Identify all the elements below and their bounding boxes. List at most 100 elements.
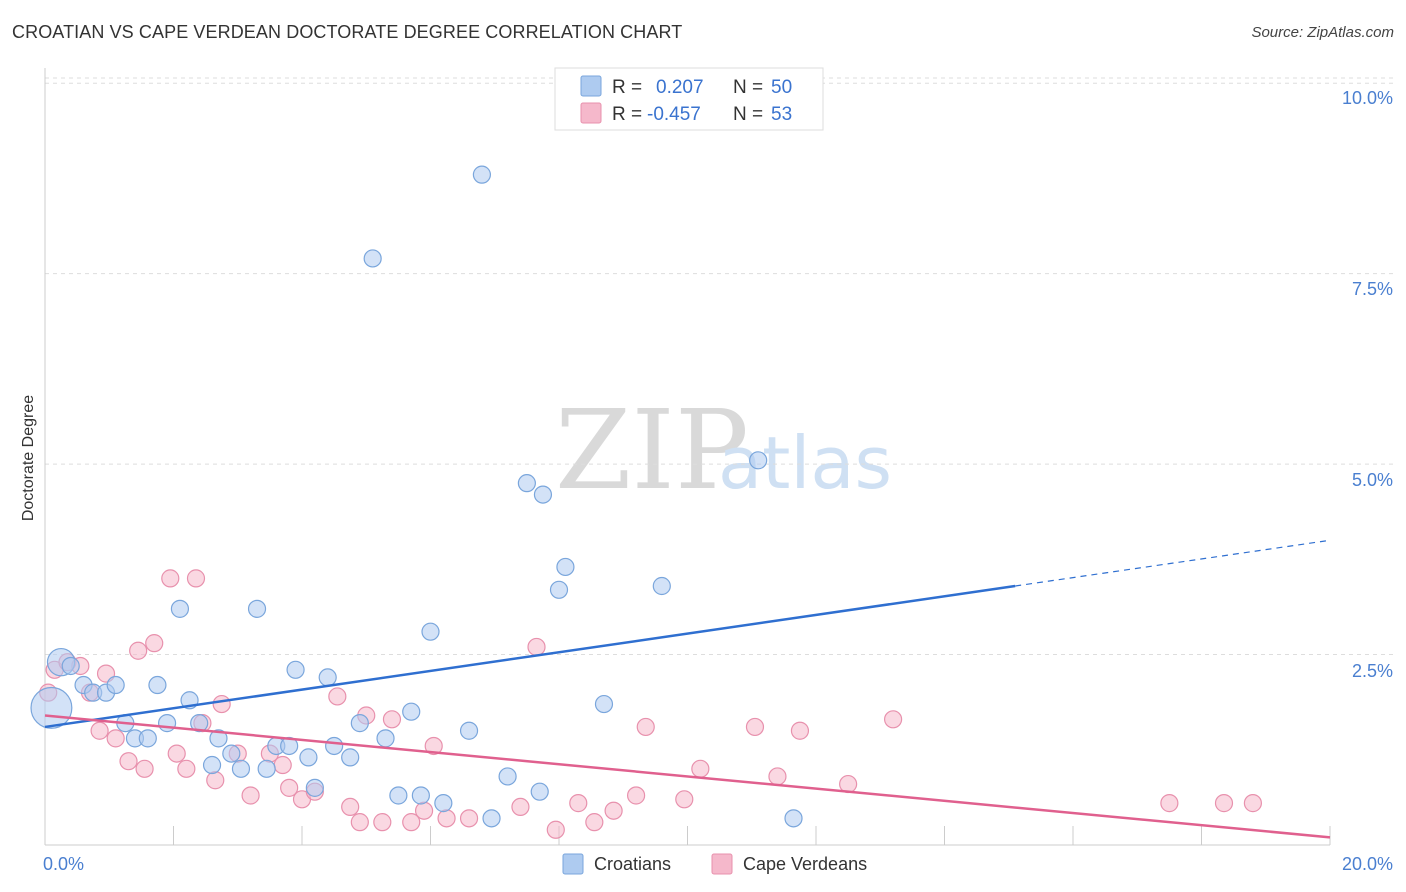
grid-lines: [45, 77, 1393, 656]
cape-verdean-point-28: [350, 813, 369, 832]
croatian-point-6: [106, 675, 125, 695]
croatian-point-38: [472, 165, 491, 184]
cape-verdean-point-26: [328, 687, 347, 706]
x-tick-label-0: 0.0%: [43, 854, 84, 874]
cape-verdean-point-20: [241, 786, 260, 805]
cape-verdean-point-43: [626, 786, 646, 805]
cape-verdean-point-37: [511, 797, 530, 817]
croatian-point-10: [148, 675, 167, 695]
cape-verdean-point-9: [129, 641, 148, 660]
croatian-point-47: [652, 576, 671, 596]
cape-verdean-point-34: [424, 736, 443, 756]
croatian-point-37: [459, 721, 479, 740]
chart-title: CROATIAN VS CAPE VERDEAN DOCTORATE DEGRE…: [12, 22, 683, 42]
legend-swatch-cape-verdeans: [580, 102, 602, 124]
croatian-point-16: [209, 729, 228, 748]
croatian-point-30: [363, 249, 382, 268]
cape-verdean-point-11: [145, 634, 164, 653]
cape-verdean-point-8: [119, 752, 138, 771]
cape-verdean-point-22: [273, 755, 292, 775]
croatian-point-27: [325, 736, 344, 756]
y-tick-label-2-5: 2.5%: [1352, 661, 1393, 681]
croatian-point-19: [247, 599, 267, 618]
cape-verdean-point-40: [569, 794, 588, 813]
cape-verdean-point-33: [414, 801, 434, 820]
cape-verdean-point-48: [768, 767, 787, 786]
legend-r-value-cape-verdeans: -0.457: [647, 104, 701, 125]
croatian-point-44: [549, 580, 569, 599]
watermark-zip: ZIP: [555, 386, 749, 514]
legend-n-label-cape-verdeans: N =: [733, 104, 763, 125]
cape-verdean-point-51: [883, 710, 903, 729]
croatian-point-42: [530, 782, 549, 801]
cape-verdean-point-15: [186, 569, 206, 588]
cape-verdean-points: [39, 569, 1263, 839]
croatian-point-29: [350, 714, 369, 733]
bottom-legend-label-cape-verdeans: Cape Verdeans: [743, 854, 867, 874]
croatian-point-31: [376, 729, 395, 748]
croatian-point-18: [231, 759, 251, 778]
series-legend: Croatians Cape Verdeans: [562, 853, 867, 875]
croatian-points: [30, 165, 803, 828]
croatian-point-23: [286, 660, 305, 679]
cape-verdean-point-7: [106, 729, 125, 748]
cape-verdean-point-10: [135, 759, 154, 778]
croatian-point-12: [170, 599, 190, 618]
cape-verdean-point-27: [341, 797, 360, 817]
cape-verdean-point-23: [280, 778, 299, 797]
x-tick-label-20: 20.0%: [1342, 854, 1393, 874]
legend-r-label-cape-verdeans: R =: [612, 104, 642, 125]
y-tick-label-10: 10.0%: [1342, 88, 1393, 108]
trend-lines: [44, 539, 1331, 839]
croatian-point-45: [556, 557, 575, 577]
cape-verdean-point-14: [177, 759, 196, 778]
x-axis-tick-marks: [173, 826, 1331, 845]
cape-verdean-point-13: [167, 744, 186, 763]
cape-verdean-point-35: [437, 809, 456, 828]
cape-verdean-point-42: [604, 801, 623, 820]
cape-verdean-point-49: [790, 721, 810, 740]
croatian-point-35: [421, 622, 440, 641]
croatian-point-32: [389, 786, 408, 805]
cape-verdean-point-39: [546, 820, 565, 839]
croatian-point-41: [517, 474, 536, 493]
croatian-point-34: [411, 786, 430, 805]
watermark-atlas: atlas: [718, 421, 892, 505]
croatian-point-43: [533, 485, 553, 504]
correlation-legend: R = 0.207 N = 50 R = -0.457 N = 53: [554, 67, 824, 131]
croatian-point-25: [305, 778, 324, 797]
cape-verdean-point-32: [402, 813, 421, 832]
legend-swatch-croatians: [580, 75, 602, 97]
source-credit: Source: ZipAtlas.com: [1251, 24, 1394, 41]
cape-verdean-trend-line: [44, 714, 1331, 839]
croatian-point-9: [138, 729, 157, 748]
croatian-point-39: [482, 809, 501, 828]
croatian-point-28: [341, 748, 360, 767]
y-axis-label: Doctorate Degree: [20, 395, 37, 521]
y-tick-label-7-5: 7.5%: [1352, 279, 1393, 299]
croatian-point-36: [434, 794, 453, 813]
cape-verdean-point-47: [745, 717, 765, 737]
cape-verdean-point-53: [1214, 794, 1234, 813]
croatian-point-46: [594, 694, 614, 714]
cape-verdean-point-18: [212, 694, 231, 714]
cape-verdean-point-17: [206, 771, 225, 790]
bottom-legend-swatch-croatians: [562, 853, 584, 875]
legend-r-value-croatians: 0.207: [656, 77, 704, 98]
cape-verdean-point-30: [373, 813, 392, 832]
croatian-point-0: [30, 686, 73, 729]
y-tick-label-5: 5.0%: [1352, 470, 1393, 490]
cape-verdean-point-31: [382, 710, 402, 729]
bottom-legend-swatch-cape-verdeans: [711, 853, 733, 875]
croatian-trend-line: [44, 584, 1016, 729]
croatian-point-15: [202, 755, 222, 775]
bottom-legend-label-croatians: Croatians: [594, 854, 671, 874]
croatian-point-11: [157, 714, 177, 733]
cape-verdean-point-45: [675, 790, 694, 809]
cape-verdean-point-54: [1243, 794, 1263, 813]
cape-verdean-point-12: [161, 569, 180, 588]
croatian-point-17: [222, 744, 241, 763]
croatian-point-40: [498, 767, 517, 786]
legend-n-value-cape-verdeans: 53: [771, 104, 792, 125]
